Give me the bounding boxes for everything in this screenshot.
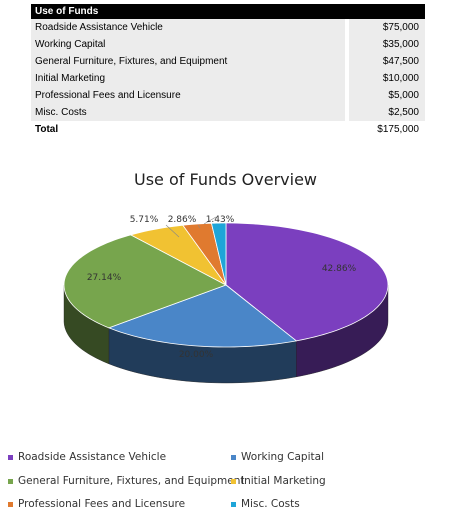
data-label: 2.86% [168,215,197,225]
legend-label: Initial Marketing [241,475,326,487]
row-label: Roadside Assistance Vehicle [31,19,345,36]
legend-label: Working Capital [241,451,324,463]
legend-item: Working Capital [231,451,324,463]
legend-item: General Furniture, Fixtures, and Equipme… [8,475,245,487]
data-label: 5.71% [130,215,159,225]
pie-slice-5 [210,222,227,286]
legend-label: Roadside Assistance Vehicle [18,451,167,463]
row-value: $5,000 [349,87,425,104]
legend-swatch [8,454,13,460]
legend-item: Roadside Assistance Vehicle [8,451,166,463]
chart-title: Use of Funds Overview [134,170,317,189]
row-value: $35,000 [349,36,425,53]
row-label: Initial Marketing [31,70,345,87]
label-leader-line [165,224,180,238]
row-value: $75,000 [349,19,425,36]
row-value: $10,000 [349,70,425,87]
row-label: Misc. Costs [31,104,345,121]
pie-chart: 42.86% 20.00% 27.14% 5.71% 2.86% 1.43% [63,215,389,384]
table-row: General Furniture, Fixtures, and Equipme… [31,53,425,70]
data-label: 27.14% [87,273,122,283]
legend-label: General Furniture, Fixtures, and Equipme… [18,475,245,487]
table-header: Use of Funds [31,4,425,19]
legend-swatch [231,478,236,484]
pie-slice-2 [63,234,227,329]
pie-slice-4 [182,222,227,286]
table-row: Roadside Assistance Vehicle $75,000 [31,19,425,36]
pie-slice-1 [107,284,298,348]
legend-swatch [231,501,236,507]
use-of-funds-table: Use of Funds Roadside Assistance Vehicle… [31,4,425,138]
total-label: Total [31,121,345,138]
pie-slice-0 [225,222,389,342]
label-leader-line [197,224,201,229]
data-label: 20.00% [179,350,214,360]
table-header-label: Use of Funds [35,6,99,17]
row-label: Professional Fees and Licensure [31,87,345,104]
table-row: Working Capital $35,000 [31,36,425,53]
legend-swatch [8,501,13,507]
row-label: Working Capital [31,36,345,53]
row-value: $47,500 [349,53,425,70]
legend-item: Initial Marketing [231,475,326,487]
row-label: General Furniture, Fixtures, and Equipme… [31,53,345,70]
pie-slice-3 [129,224,227,286]
legend-item: Misc. Costs [231,498,300,510]
legend-item: Professional Fees and Licensure [8,498,185,510]
legend-label: Misc. Costs [241,498,300,510]
legend-swatch [231,454,236,460]
total-value: $175,000 [349,121,425,138]
legend-swatch [8,478,13,484]
data-label: 42.86% [322,264,357,274]
legend-label: Professional Fees and Licensure [18,498,186,510]
table-row: Professional Fees and Licensure $5,000 [31,87,425,104]
table-total-row: Total $175,000 [31,121,425,138]
label-leader-line [203,216,217,225]
table-row: Initial Marketing $10,000 [31,70,425,87]
data-label: 1.43% [206,215,235,225]
table-row: Misc. Costs $2,500 [31,104,425,121]
row-value: $2,500 [349,104,425,121]
